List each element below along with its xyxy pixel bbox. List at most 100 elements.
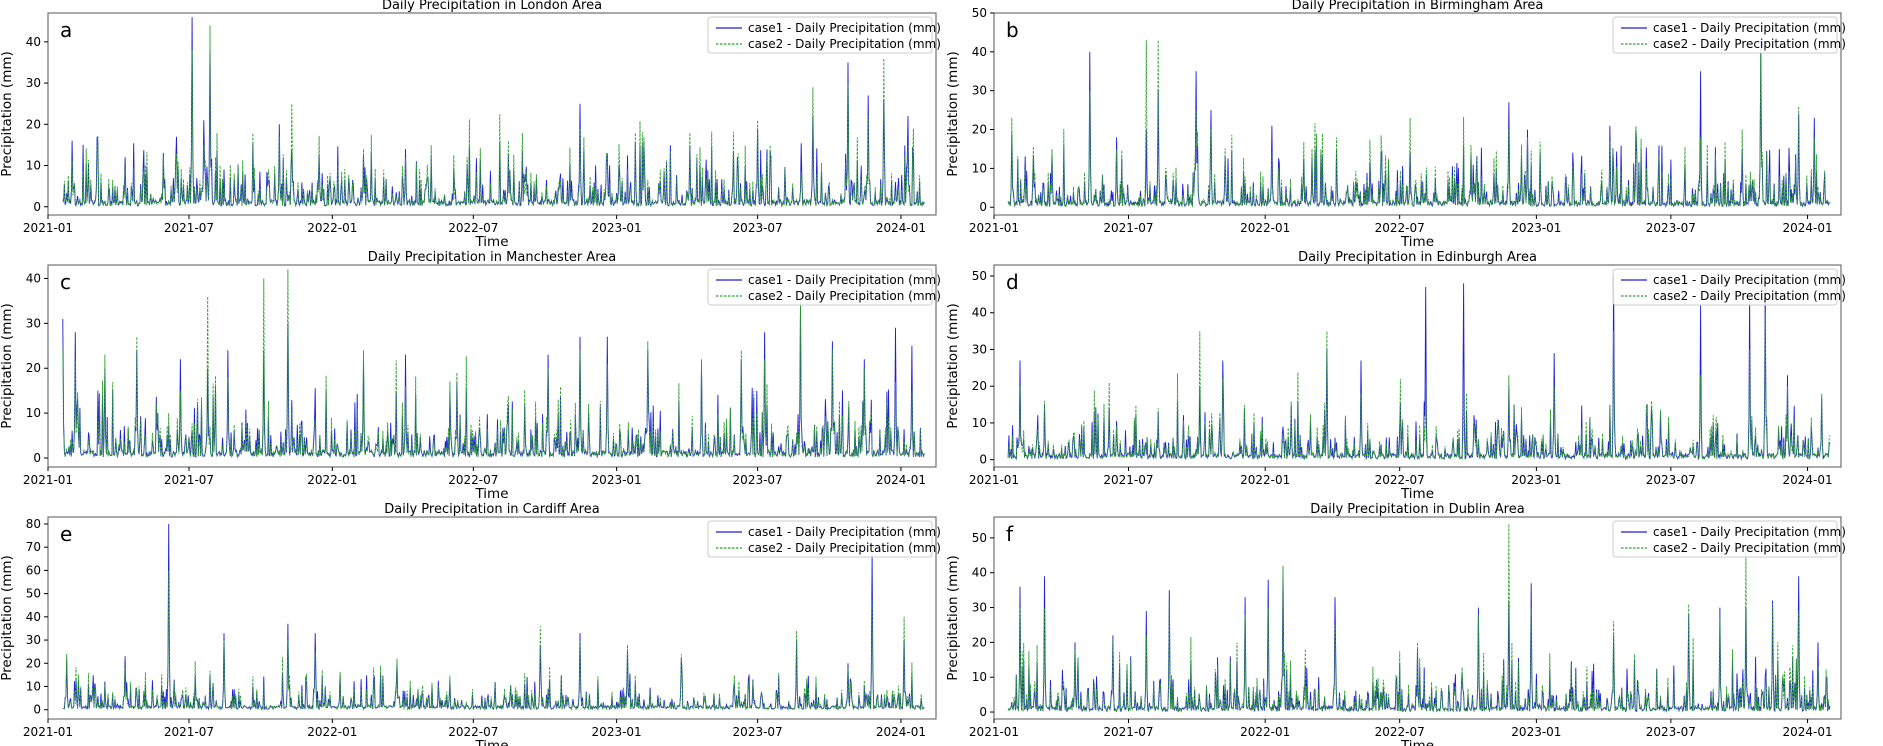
panel-letter: b <box>1006 18 1019 42</box>
x-axis-label: Time <box>1400 486 1434 502</box>
legend-box <box>707 520 933 558</box>
series-case2-line <box>62 269 925 459</box>
x-tick-label: 2021-01 <box>23 221 73 235</box>
x-tick-label: 2022-07 <box>1375 473 1425 487</box>
legend: case1 - Daily Precipitation (mm) case2 - … <box>707 16 941 54</box>
x-tick-label: 2021-01 <box>969 725 1019 739</box>
x-tick-label: 2023-01 <box>592 725 642 739</box>
chart-title: Daily Precipitation in Edinburgh Area <box>1298 250 1537 265</box>
x-axis-label: Time <box>474 234 508 250</box>
legend-case2-label: case2 - Daily Precipitation (mm) <box>1653 541 1846 555</box>
y-tick-label: 30 <box>26 316 41 330</box>
x-tick-label: 2022-07 <box>1375 221 1425 235</box>
x-tick-label: 2022-07 <box>448 473 498 487</box>
x-tick-label: 2021-07 <box>164 725 214 739</box>
x-tick-label: 2023-01 <box>1511 725 1561 739</box>
x-tick-label: 2023-07 <box>1646 725 1696 739</box>
legend-case1-label: case1 - Daily Precipitation (mm) <box>748 21 941 35</box>
chart-title: Daily Precipitation in London Area <box>382 0 602 13</box>
y-tick-label: 30 <box>972 342 987 356</box>
chart-title: Daily Precipitation in Dublin Area <box>1310 502 1524 517</box>
axes-frame <box>47 264 937 468</box>
x-tick-label: 2021-01 <box>23 473 73 487</box>
y-tick-label: 20 <box>26 117 41 131</box>
y-tick-label: 0 <box>979 453 987 467</box>
x-tick-label: 2023-07 <box>1646 473 1696 487</box>
y-tick-label: 80 <box>26 517 41 531</box>
y-tick-label: 10 <box>972 670 987 684</box>
legend-case2-label: case2 - Daily Precipitation (mm) <box>1653 37 1846 51</box>
x-tick-label: 2021-01 <box>23 725 73 739</box>
panel-letter: c <box>60 270 71 294</box>
x-tick-label: 2023-07 <box>1646 221 1696 235</box>
x-tick-label: 2022-01 <box>1240 725 1290 739</box>
x-tick-label: 2022-01 <box>1240 221 1290 235</box>
x-tick-label: 2021-07 <box>1103 473 1153 487</box>
x-tick-label: 2024-01 <box>1782 221 1832 235</box>
panel-d: Daily Precipitation in Edinburgh Area 0 10… <box>945 250 1846 502</box>
y-axis-label: Precipitation (mm) <box>0 303 15 429</box>
axes-frame <box>47 516 937 720</box>
y-axis-label: Precipitation (mm) <box>945 303 961 429</box>
y-tick-label: 50 <box>972 531 987 545</box>
legend-case1-label: case1 - Daily Precipitation (mm) <box>1653 21 1846 35</box>
x-tick-label: 2021-07 <box>164 221 214 235</box>
legend-box <box>1612 268 1838 306</box>
y-tick-label: 30 <box>26 76 41 90</box>
axes-frame <box>993 12 1842 216</box>
y-axis-label: Precipitation (mm) <box>0 555 15 681</box>
x-tick-label: 2022-01 <box>307 221 357 235</box>
x-tick-label: 2021-07 <box>1103 221 1153 235</box>
x-tick-label: 2022-07 <box>1375 725 1425 739</box>
panel-e: Daily Precipitation in Cardiff Area 0 10 20… <box>0 502 941 746</box>
y-tick-label: 50 <box>972 6 987 20</box>
x-tick-label: 2021-07 <box>164 473 214 487</box>
legend-box <box>707 16 933 54</box>
x-tick-label: 2024-01 <box>1782 725 1832 739</box>
y-tick-label: 10 <box>26 159 41 173</box>
legend-box <box>1612 520 1838 558</box>
y-tick-label: 10 <box>972 416 987 430</box>
x-tick-label: 2023-01 <box>1511 221 1561 235</box>
y-tick-label: 0 <box>33 200 41 214</box>
x-tick-label: 2022-01 <box>307 473 357 487</box>
panel-f: Daily Precipitation in Dublin Area 0 10 20 3… <box>945 502 1846 746</box>
series-case2-line <box>62 570 925 711</box>
y-tick-label: 40 <box>26 35 41 49</box>
y-tick-label: 10 <box>972 161 987 175</box>
x-tick-label: 2024-01 <box>876 473 926 487</box>
y-tick-label: 40 <box>972 566 987 580</box>
y-tick-label: 0 <box>979 200 987 214</box>
series-case2-line <box>1007 523 1831 713</box>
y-tick-label: 0 <box>979 705 987 719</box>
x-axis-label: Time <box>1400 738 1434 746</box>
legend-case1-label: case1 - Daily Precipitation (mm) <box>1653 273 1846 287</box>
legend-box <box>1612 16 1838 54</box>
chart-title: Daily Precipitation in Cardiff Area <box>384 502 599 517</box>
x-tick-label: 2022-07 <box>448 221 498 235</box>
axes-frame <box>993 516 1842 720</box>
legend-case2-label: case2 - Daily Precipitation (mm) <box>1653 289 1846 303</box>
x-axis-label: Time <box>474 486 508 502</box>
y-tick-label: 0 <box>33 451 41 465</box>
x-tick-label: 2023-01 <box>1511 473 1561 487</box>
y-tick-label: 20 <box>972 379 987 393</box>
x-axis-label: Time <box>474 738 508 746</box>
x-tick-label: 2021-01 <box>969 473 1019 487</box>
panel-letter: f <box>1006 522 1014 546</box>
y-tick-label: 30 <box>972 601 987 615</box>
x-axis-label: Time <box>1400 234 1434 250</box>
panel-b: Daily Precipitation in Birmingham Area 0 1… <box>945 0 1846 250</box>
y-tick-label: 70 <box>26 540 41 554</box>
x-tick-label: 2023-07 <box>733 221 783 235</box>
legend-case2-label: case2 - Daily Precipitation (mm) <box>748 289 941 303</box>
legend: case1 - Daily Precipitation (mm) case2 - … <box>1612 16 1846 54</box>
panel-letter: e <box>60 522 72 546</box>
y-tick-label: 10 <box>26 406 41 420</box>
panel-c: Daily Precipitation in Manchester Area 0 1… <box>0 250 941 502</box>
y-tick-label: 20 <box>972 123 987 137</box>
panel-letter: a <box>60 18 72 42</box>
legend: case1 - Daily Precipitation (mm) case2 - … <box>707 268 941 306</box>
